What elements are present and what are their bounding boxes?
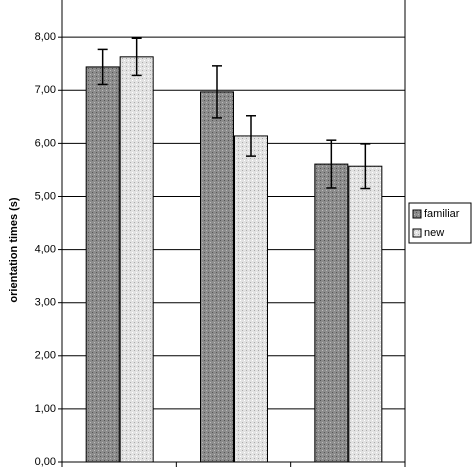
bar: [119, 56, 154, 463]
bar: [200, 91, 234, 463]
bar: [234, 135, 268, 463]
y-axis-label: orientation times (s): [8, 197, 20, 302]
y-tick-label: 6,00: [35, 137, 56, 149]
bar: [85, 66, 120, 463]
y-tick-label: 1,00: [35, 403, 56, 415]
y-tick-label: 5,00: [35, 190, 56, 202]
legend-swatch: [412, 228, 422, 238]
y-tick-label: 7,00: [35, 84, 56, 96]
bar: [314, 163, 349, 463]
y-tick-label: 0,00: [35, 456, 56, 468]
bar: [348, 165, 383, 463]
y-tick-label: 3,00: [35, 297, 56, 309]
legend-label: new: [424, 227, 444, 239]
legend-swatch: [412, 209, 422, 219]
legend-label: familiar: [424, 208, 460, 220]
y-tick-label: 8,00: [35, 31, 56, 43]
y-tick-label: 4,00: [35, 243, 56, 255]
y-tick-label: 2,00: [35, 350, 56, 362]
